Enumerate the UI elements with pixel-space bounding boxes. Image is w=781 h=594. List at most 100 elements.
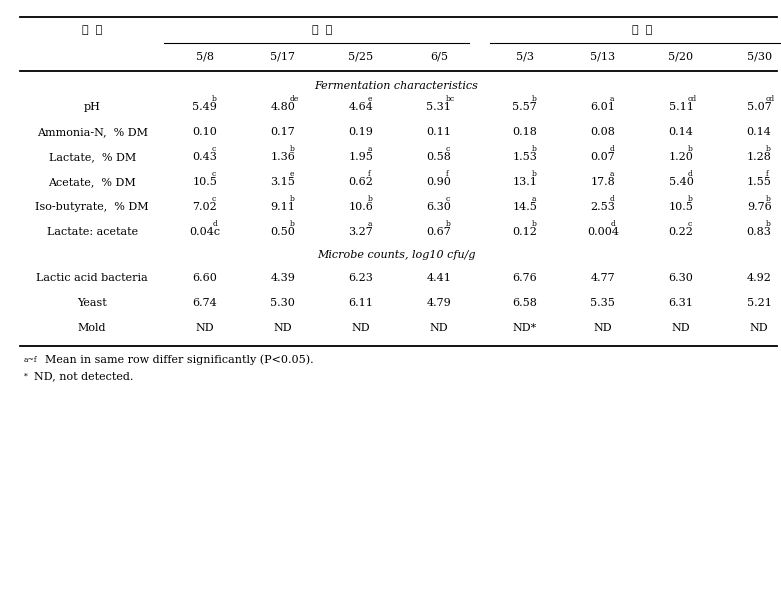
Text: 1.95: 1.95 [348,152,373,162]
Text: 6.30: 6.30 [669,273,694,283]
Text: 5.57: 5.57 [512,102,537,112]
Text: 1.36: 1.36 [270,152,295,162]
Text: 5/17: 5/17 [270,52,295,61]
Text: 5.31: 5.31 [426,102,451,112]
Text: bc: bc [446,95,455,103]
Text: 4.77: 4.77 [590,273,615,283]
Text: 3.15: 3.15 [270,177,295,187]
Text: ND: ND [750,323,769,333]
Text: d: d [610,195,615,203]
Text: 9.76: 9.76 [747,202,772,211]
Text: 6.11: 6.11 [348,298,373,308]
Text: 6/5: 6/5 [430,52,448,61]
Text: 4.64: 4.64 [348,102,373,112]
Text: ND: ND [430,323,448,333]
Text: b: b [532,170,537,178]
Text: b: b [446,220,451,228]
Text: Lactate,  % DM: Lactate, % DM [48,152,136,162]
Text: pH: pH [84,102,101,112]
Text: 신  영: 신 영 [312,25,332,34]
Text: cd: cd [688,95,697,103]
Text: 항  목: 항 목 [82,25,102,34]
Text: 5.11: 5.11 [669,102,694,112]
Text: 0.67: 0.67 [426,227,451,236]
Text: a: a [368,145,372,153]
Text: 3.27: 3.27 [348,227,373,236]
Text: Yeast: Yeast [77,298,107,308]
Text: c: c [212,195,216,203]
Text: ND*: ND* [512,323,537,333]
Text: 5/8: 5/8 [195,52,214,61]
Text: b: b [212,95,216,103]
Text: Ammonia-N,  % DM: Ammonia-N, % DM [37,127,148,137]
Text: 6.76: 6.76 [512,273,537,283]
Text: Mold: Mold [78,323,106,333]
Text: 5/3: 5/3 [515,52,534,61]
Text: ND: ND [594,323,612,333]
Text: Lactate: acetate: Lactate: acetate [47,227,137,236]
Text: 5/25: 5/25 [348,52,373,61]
Text: 0.08: 0.08 [590,127,615,137]
Text: Iso-butyrate,  % DM: Iso-butyrate, % DM [35,202,149,211]
Text: b: b [766,195,771,203]
Text: ND: ND [273,323,292,333]
Text: c: c [212,170,216,178]
Text: 0.17: 0.17 [270,127,295,137]
Text: 10.6: 10.6 [348,202,373,211]
Text: ND: ND [672,323,690,333]
Text: *: * [23,372,27,381]
Text: b: b [368,195,373,203]
Text: 0.11: 0.11 [426,127,451,137]
Text: 0.10: 0.10 [192,127,217,137]
Text: 0.14: 0.14 [747,127,772,137]
Text: 6.23: 6.23 [348,273,373,283]
Text: 0.90: 0.90 [426,177,451,187]
Text: d: d [611,220,616,228]
Text: b: b [766,220,771,228]
Text: f: f [368,170,370,178]
Text: 0.50: 0.50 [270,227,295,236]
Text: ND: ND [351,323,370,333]
Text: 0.83: 0.83 [747,227,772,236]
Text: de: de [290,95,299,103]
Text: 10.5: 10.5 [192,177,217,187]
Text: 1.28: 1.28 [747,152,772,162]
Text: 0.43: 0.43 [192,152,217,162]
Text: 6.58: 6.58 [512,298,537,308]
Text: Lactic acid bacteria: Lactic acid bacteria [36,273,148,283]
Text: d: d [610,145,615,153]
Text: 17.8: 17.8 [590,177,615,187]
Text: 1.55: 1.55 [747,177,772,187]
Text: 0.62: 0.62 [348,177,373,187]
Text: 0.18: 0.18 [512,127,537,137]
Text: a: a [610,95,614,103]
Text: 0.12: 0.12 [512,227,537,236]
Text: 1.53: 1.53 [512,152,537,162]
Text: d: d [212,220,218,228]
Text: 7.02: 7.02 [192,202,217,211]
Text: 0.04c: 0.04c [189,227,220,236]
Text: e: e [290,170,294,178]
Text: b: b [688,145,693,153]
Text: 4.39: 4.39 [270,273,295,283]
Text: 6.30: 6.30 [426,202,451,211]
Text: b: b [532,220,537,228]
Text: a: a [610,170,614,178]
Text: 5/13: 5/13 [590,52,615,61]
Text: 5.40: 5.40 [669,177,694,187]
Text: 1.20: 1.20 [669,152,694,162]
Text: 14.5: 14.5 [512,202,537,211]
Text: a~f: a~f [23,356,37,364]
Text: 9.11: 9.11 [270,202,295,211]
Text: b: b [290,220,294,228]
Text: ND: ND [195,323,214,333]
Text: 10.5: 10.5 [669,202,694,211]
Text: 4.80: 4.80 [270,102,295,112]
Text: b: b [532,145,537,153]
Text: 6.31: 6.31 [669,298,694,308]
Text: b: b [532,95,537,103]
Text: c: c [688,220,692,228]
Text: 5.49: 5.49 [192,102,217,112]
Text: b: b [766,145,771,153]
Text: cd: cd [766,95,775,103]
